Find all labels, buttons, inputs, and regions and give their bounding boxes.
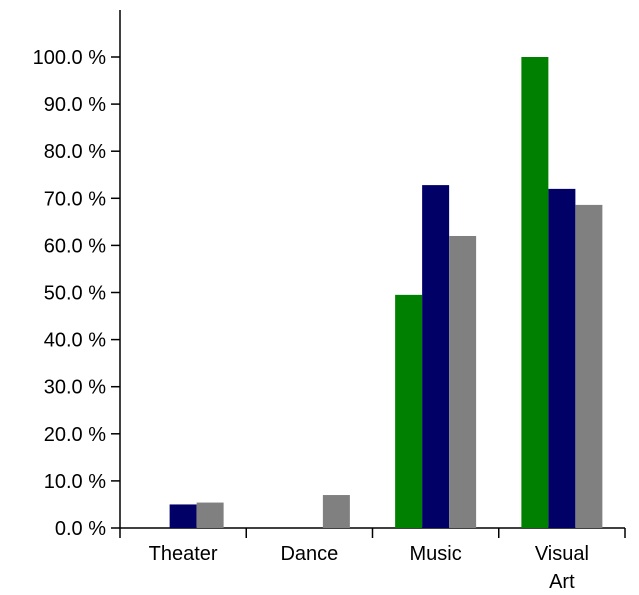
category-label: Dance	[280, 543, 338, 565]
bar	[322, 495, 350, 528]
y-tick-label: 30.0 %	[44, 377, 106, 399]
y-tick-label: 90.0 %	[44, 94, 106, 116]
bar	[169, 504, 197, 528]
y-tick-label: 50.0 %	[44, 283, 106, 305]
bar	[422, 185, 450, 528]
y-tick-label: 60.0 %	[44, 235, 106, 257]
y-tick-label: 20.0 %	[44, 424, 106, 446]
bar	[449, 235, 477, 529]
category-label: Visual	[535, 543, 589, 565]
y-axis-ticks: 0.0 % 10.0 % 20.0 % 30.0 % 40.0 % 50.0 % 60.0 …	[33, 47, 120, 540]
bar	[395, 294, 423, 528]
y-tick-label: 40.0 %	[44, 330, 106, 352]
y-tick-label: 100.0 %	[33, 47, 107, 69]
category-label: Theater	[149, 543, 218, 565]
x-axis-ticks	[119, 528, 626, 538]
y-tick-label: 80.0 %	[44, 141, 106, 163]
bars	[169, 57, 603, 529]
y-tick-label: 70.0 %	[44, 188, 106, 210]
bar	[196, 502, 224, 528]
category-labels: Theater Dance Music Visual Art	[149, 543, 589, 593]
bar	[521, 57, 549, 528]
bar	[575, 204, 603, 529]
y-tick-label: 0.0 %	[55, 518, 106, 540]
y-tick-label: 10.0 %	[44, 471, 106, 493]
bar	[548, 188, 576, 528]
category-label: Art	[549, 571, 575, 593]
category-label: Music	[410, 543, 462, 565]
